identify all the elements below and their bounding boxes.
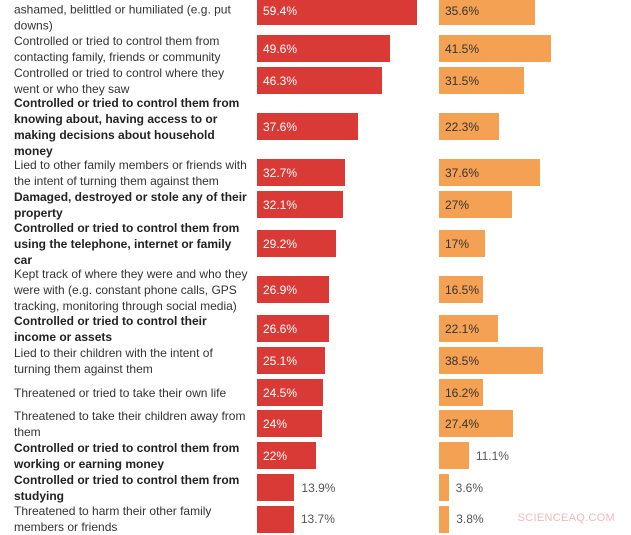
data-label: 35.6%: [445, 4, 480, 18]
data-label: 13.9%: [301, 480, 336, 495]
bar-series-2: [439, 67, 524, 94]
bar-series-2: [439, 276, 484, 303]
category-label: Controlled or tried to control them from…: [14, 33, 221, 64]
data-label: 11.1%: [475, 448, 509, 463]
bar-series-1: [257, 113, 359, 140]
bar-series-1: [257, 0, 417, 25]
category-label: Lied to other family members or friends …: [14, 157, 247, 188]
category-label: Controlled or tried to control their inc…: [14, 313, 207, 344]
category-label: Kept track of where they were and who th…: [14, 266, 248, 313]
category-label: Damaged, destroyed or stole any of their…: [14, 189, 247, 220]
data-label: 3.8%: [456, 512, 484, 526]
bar-series-2: [439, 35, 551, 62]
data-label: 59.4%: [263, 4, 298, 18]
data-label: 32.7%: [263, 165, 298, 180]
bar-series-1: [257, 35, 391, 62]
bar-series-2: [439, 442, 469, 469]
bar-series-2: [439, 191, 512, 218]
bar-series-2: [439, 410, 513, 437]
category-label: Threatened or tried to take their own li…: [14, 385, 227, 400]
bar-series-2: [439, 230, 485, 257]
bar-series-1: [257, 276, 330, 303]
data-label: 41.5%: [445, 41, 480, 56]
data-label: 26.6%: [263, 321, 298, 336]
data-label: 22.1%: [445, 321, 480, 336]
bar-series-1: [257, 410, 322, 437]
bar-series-1: [257, 474, 295, 501]
watermark: SCIENCEAQ.COM: [517, 512, 615, 524]
data-label: 46.3%: [263, 73, 298, 88]
data-label: 27%: [445, 197, 470, 212]
category-label: Controlled or tried to control where the…: [14, 65, 225, 96]
data-label: 31.5%: [445, 73, 480, 88]
bar-series-1: [257, 191, 344, 218]
bar-series-2: [439, 474, 449, 501]
data-label: 22%: [263, 448, 288, 463]
data-label: 25.1%: [263, 353, 298, 368]
bar-series-2: [439, 347, 543, 374]
data-label: 22.3%: [445, 119, 480, 134]
bar-series-2: [439, 379, 483, 406]
data-label: 16.5%: [445, 282, 480, 297]
bar-series-1: [257, 379, 323, 406]
bar-series-1: [257, 230, 336, 257]
category-label: Controlled or tried to control them from…: [14, 472, 240, 503]
bar-series-1: [257, 347, 325, 374]
data-label: 49.6%: [263, 41, 298, 56]
data-label: 26.9%: [263, 282, 298, 297]
data-label: 16.2%: [445, 385, 480, 400]
bar-series-2: [439, 315, 499, 342]
data-label: 37.6%: [445, 165, 480, 180]
data-label: 27.4%: [445, 416, 480, 431]
category-label: Threatened to take their children away f…: [14, 408, 246, 439]
category-label: Controlled or tried to control them from…: [14, 440, 240, 471]
bar-series-2: [439, 159, 541, 186]
bar-series-2: [439, 113, 499, 140]
bar-series-1: [257, 505, 294, 533]
bar-series-2: [439, 0, 535, 25]
category-label: Lied to their children with the intent o…: [14, 345, 213, 376]
bar-series-1: [257, 159, 345, 186]
data-label: 37.6%: [263, 119, 298, 134]
category-label: ashamed, belittled or humiliated (e.g. p…: [14, 2, 231, 33]
data-label: 29.2%: [263, 236, 298, 251]
category-label: Controlled or tried to control them from…: [14, 220, 240, 267]
category-label: Controlled or tried to control them from…: [14, 95, 240, 158]
bar-series-1: [257, 315, 329, 342]
data-label: 32.1%: [263, 197, 298, 212]
bar-series-2: [439, 505, 450, 533]
data-label: 17%: [445, 236, 470, 251]
data-label: 24.5%: [263, 385, 298, 400]
data-label: 24%: [263, 416, 288, 431]
bar-series-1: [257, 67, 382, 94]
bar-series-1: [257, 442, 317, 469]
category-label: Threatened to harm their other family me…: [14, 504, 212, 534]
data-label: 38.5%: [445, 353, 480, 368]
data-label: 13.7%: [300, 512, 335, 526]
data-label: 3.6%: [455, 480, 484, 495]
